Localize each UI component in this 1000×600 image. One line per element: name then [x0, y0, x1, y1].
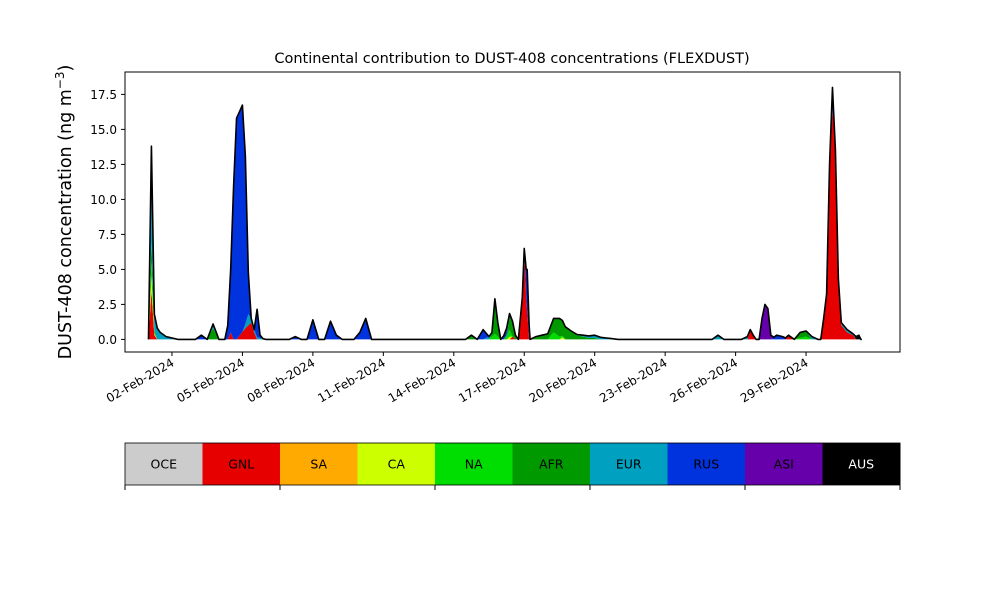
area-eur	[148, 108, 862, 340]
y-tick-label: 2.5	[98, 298, 117, 312]
area-afr	[148, 108, 862, 340]
continent-colorbar-legend: OCE GNL SA CA NA AFR EUR RUS ASI AUS	[124, 442, 901, 490]
legend-swatch-eur	[590, 443, 668, 485]
y-tick-label: 17.5	[90, 88, 117, 102]
legend-label-asi: ASI	[774, 457, 794, 472]
y-axis-label-close: )	[56, 65, 76, 72]
legend-swatch-asi	[745, 443, 823, 485]
y-axis-label: DUST-408 concentration (ng m−3)	[53, 65, 76, 360]
y-axis: 0.0 2.5 5.0 7.5 10.0 12.5 15.0 17.5	[90, 88, 125, 347]
y-tick-label: 12.5	[90, 158, 117, 172]
chart-title: Continental contribution to DUST-408 con…	[274, 51, 749, 67]
area-ca	[148, 108, 862, 340]
legend-label-na: NA	[465, 457, 483, 472]
x-tick-label: 11-Feb-2024	[315, 355, 388, 405]
legend-label-eur: EUR	[616, 457, 642, 472]
legend-swatch-rus	[667, 443, 746, 485]
legend-label-ca: CA	[388, 457, 406, 472]
y-tick-label: 7.5	[98, 228, 117, 242]
x-tick-label: 20-Feb-2024	[527, 355, 600, 405]
stacked-areas	[147, 86, 862, 341]
x-tick-label: 05-Feb-2024	[174, 355, 247, 405]
legend-swatch-oce	[125, 443, 203, 485]
legend-label-sa: SA	[310, 457, 327, 472]
y-tick-label: 15.0	[90, 123, 117, 137]
x-tick-label: 23-Feb-2024	[597, 355, 670, 405]
x-tick-label: 02-Feb-2024	[104, 355, 177, 405]
y-tick-label: 0.0	[98, 333, 117, 347]
legend-label-afr: AFR	[539, 457, 564, 472]
area-gnl	[148, 108, 862, 340]
x-tick-label: 26-Feb-2024	[668, 355, 741, 405]
legend-swatch-gnl	[202, 443, 281, 485]
x-tick-label: 17-Feb-2024	[456, 355, 529, 405]
y-tick-label: 5.0	[98, 263, 117, 277]
area-na	[148, 108, 862, 340]
area-asi	[148, 87, 862, 340]
legend-swatch-na	[435, 443, 513, 485]
total-outline	[147, 86, 862, 341]
x-tick-label: 14-Feb-2024	[386, 355, 459, 405]
legend-swatch-sa	[280, 443, 358, 485]
legend-label-rus: RUS	[693, 457, 719, 472]
legend-label-oce: OCE	[151, 457, 178, 472]
legend-label-aus: AUS	[848, 457, 874, 472]
area-aus	[148, 87, 862, 340]
legend-frame	[124, 442, 901, 486]
legend-swatch-ca	[357, 443, 436, 485]
plot-frame	[124, 71, 901, 353]
y-axis-label-main: DUST-408 concentration (ng m	[56, 89, 76, 359]
area-rus	[148, 87, 862, 340]
legend-label-gnl: GNL	[228, 457, 254, 472]
legend-swatch-afr	[512, 443, 591, 485]
legend-swatch-aus	[822, 443, 901, 485]
x-axis: 02-Feb-202405-Feb-202408-Feb-202411-Feb-…	[104, 352, 811, 405]
y-axis-label-superscript: −3	[53, 71, 67, 89]
x-tick-label: 08-Feb-2024	[245, 355, 318, 405]
y-tick-label: 10.0	[90, 193, 117, 207]
x-tick-label: 29-Feb-2024	[738, 355, 811, 405]
